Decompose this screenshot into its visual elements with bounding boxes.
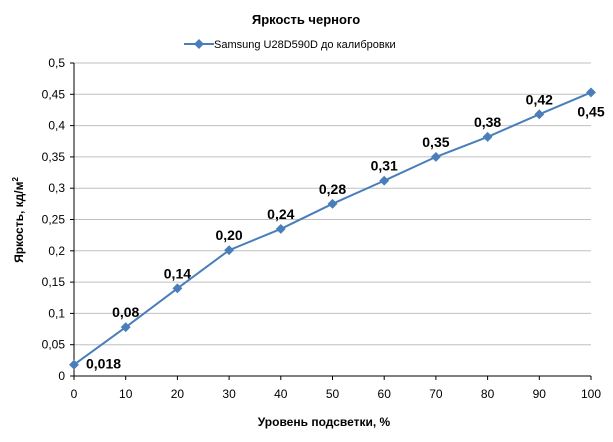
data-point — [172, 283, 183, 294]
tick-labels: 0 0,05 0,1 0,15 0,2 0,25 0,3 0,35 0,4 0,45 0,5 0 10 2… — [42, 56, 602, 401]
data-label: 0,20 — [215, 227, 242, 243]
x-tick-label: 30 — [222, 387, 236, 401]
data-label: 0,35 — [422, 134, 449, 150]
data-point — [379, 175, 390, 186]
y-tick-label: 0,5 — [48, 56, 65, 70]
y-axis-label: Яркость, кд/м2 — [11, 177, 26, 263]
data-label: 0,38 — [474, 114, 501, 130]
y-tick-label: 0,05 — [42, 338, 66, 352]
y-tick-label: 0,4 — [48, 119, 65, 133]
data-point — [275, 223, 286, 234]
data-point — [586, 87, 596, 98]
data-point — [534, 109, 545, 120]
data-label: 0,14 — [164, 265, 191, 281]
y-tick-label: 0 — [58, 369, 65, 383]
y-tick-label: 0,3 — [48, 181, 65, 195]
legend-label: Samsung U28D590D до калибровки — [214, 39, 396, 51]
y-tick-label: 0,1 — [48, 306, 65, 320]
x-tick-label: 0 — [71, 387, 78, 401]
data-point — [327, 198, 338, 209]
series-layer — [69, 87, 596, 370]
x-tick-label: 60 — [378, 387, 392, 401]
gridlines — [74, 62, 591, 346]
y-tick-label: 0,15 — [42, 275, 66, 289]
data-label: 0,45 — [577, 103, 604, 119]
data-point — [224, 245, 235, 256]
legend: Samsung U28D590D до калибровки — [184, 39, 396, 51]
x-tick-label: 80 — [481, 387, 495, 401]
x-axis-label: Уровень подсветки, % — [258, 415, 391, 429]
legend-marker — [194, 39, 204, 49]
x-tick-label: 10 — [119, 387, 133, 401]
data-label: 0,42 — [526, 91, 553, 107]
data-label: 0,08 — [112, 304, 139, 320]
chart-title: Яркость черного — [252, 12, 360, 27]
y-tick-label: 0,2 — [48, 244, 65, 258]
axes — [70, 62, 592, 380]
data-label: 0,31 — [371, 158, 398, 174]
y-axis-label-superscript: 2 — [11, 177, 20, 182]
x-tick-label: 90 — [533, 387, 547, 401]
data-point — [430, 151, 441, 162]
y-tick-label: 0,45 — [42, 87, 66, 101]
data-point — [482, 131, 493, 142]
data-labels: 0,018 0,08 0,14 0,20 0,24 0,28 0,31 0,35 0,38 0,4… — [86, 91, 605, 371]
data-label: 0,28 — [319, 181, 346, 197]
x-tick-label: 20 — [171, 387, 185, 401]
x-tick-label: 70 — [429, 387, 443, 401]
y-tick-label: 0,25 — [42, 213, 66, 227]
y-tick-label: 0,35 — [42, 150, 66, 164]
data-label: 0,24 — [267, 206, 294, 222]
x-tick-label: 50 — [326, 387, 340, 401]
data-label: 0,018 — [86, 356, 121, 372]
y-axis-label-text: Яркость, кд/м — [12, 181, 26, 263]
series-line — [73, 91, 592, 366]
x-tick-label: 40 — [274, 387, 288, 401]
x-tick-label: 100 — [581, 387, 601, 401]
